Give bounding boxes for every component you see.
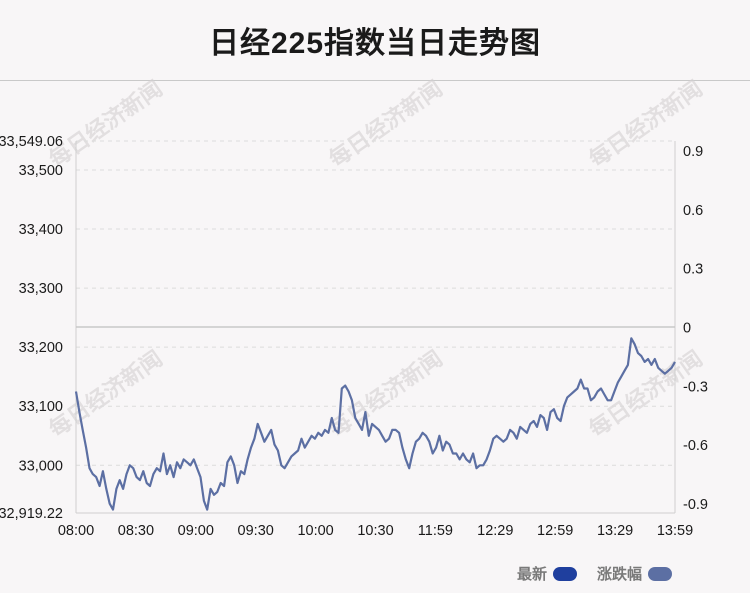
- y-right-tick-label: 0.9: [683, 144, 703, 160]
- watermark: 每日经济新闻: [324, 76, 446, 172]
- watermark: 每日经济新闻: [44, 76, 166, 172]
- y-right-tick-label: -0.9: [683, 497, 708, 513]
- y-left-tick-label: 32,919.22: [0, 506, 63, 522]
- legend-swatch-change: [648, 566, 672, 581]
- watermark: 每日经济新闻: [44, 346, 166, 442]
- title-divider: [0, 80, 750, 81]
- x-tick-label: 10:30: [357, 523, 393, 539]
- y-right-tick-label: -0.3: [683, 379, 708, 395]
- y-right-tick-label: 0: [683, 321, 691, 337]
- chart-title: 日经225指数当日走势图: [208, 27, 542, 60]
- x-tick-label: 09:30: [238, 523, 274, 539]
- legend: 最新 涨跌幅: [517, 563, 686, 584]
- y-left-tick-label: 33,549.06: [0, 134, 63, 150]
- x-tick-label: 11:59: [418, 523, 453, 539]
- y-left-tick-label: 33,200: [19, 340, 63, 356]
- y-right-tick-label: 0.6: [683, 203, 703, 219]
- y-left-tick-label: 33,000: [19, 458, 63, 474]
- y-right-tick-label: -0.6: [683, 438, 708, 454]
- x-tick-label: 12:59: [537, 523, 573, 539]
- x-tick-label: 13:59: [657, 523, 693, 539]
- x-tick-label: 13:29: [597, 523, 633, 539]
- series-line-index: [74, 337, 676, 511]
- y-left-tick-label: 33,500: [19, 163, 63, 179]
- y-right-tick-label: 0.3: [683, 262, 703, 278]
- x-tick-label: 08:00: [58, 523, 94, 539]
- y-left-tick-label: 33,300: [19, 281, 63, 297]
- x-tick-label: 10:00: [297, 523, 333, 539]
- watermark: 每日经济新闻: [324, 346, 446, 442]
- x-tick-label: 08:30: [118, 523, 154, 539]
- legend-swatch-latest: [552, 566, 577, 581]
- x-tick-label: 09:00: [178, 523, 214, 539]
- x-tick-label: 12:29: [477, 523, 513, 539]
- legend-label-latest: 最新: [516, 566, 547, 583]
- y-left-tick-label: 33,400: [19, 222, 63, 238]
- y-left-tick-label: 33,100: [19, 399, 63, 415]
- legend-label-change: 涨跌幅: [596, 566, 642, 583]
